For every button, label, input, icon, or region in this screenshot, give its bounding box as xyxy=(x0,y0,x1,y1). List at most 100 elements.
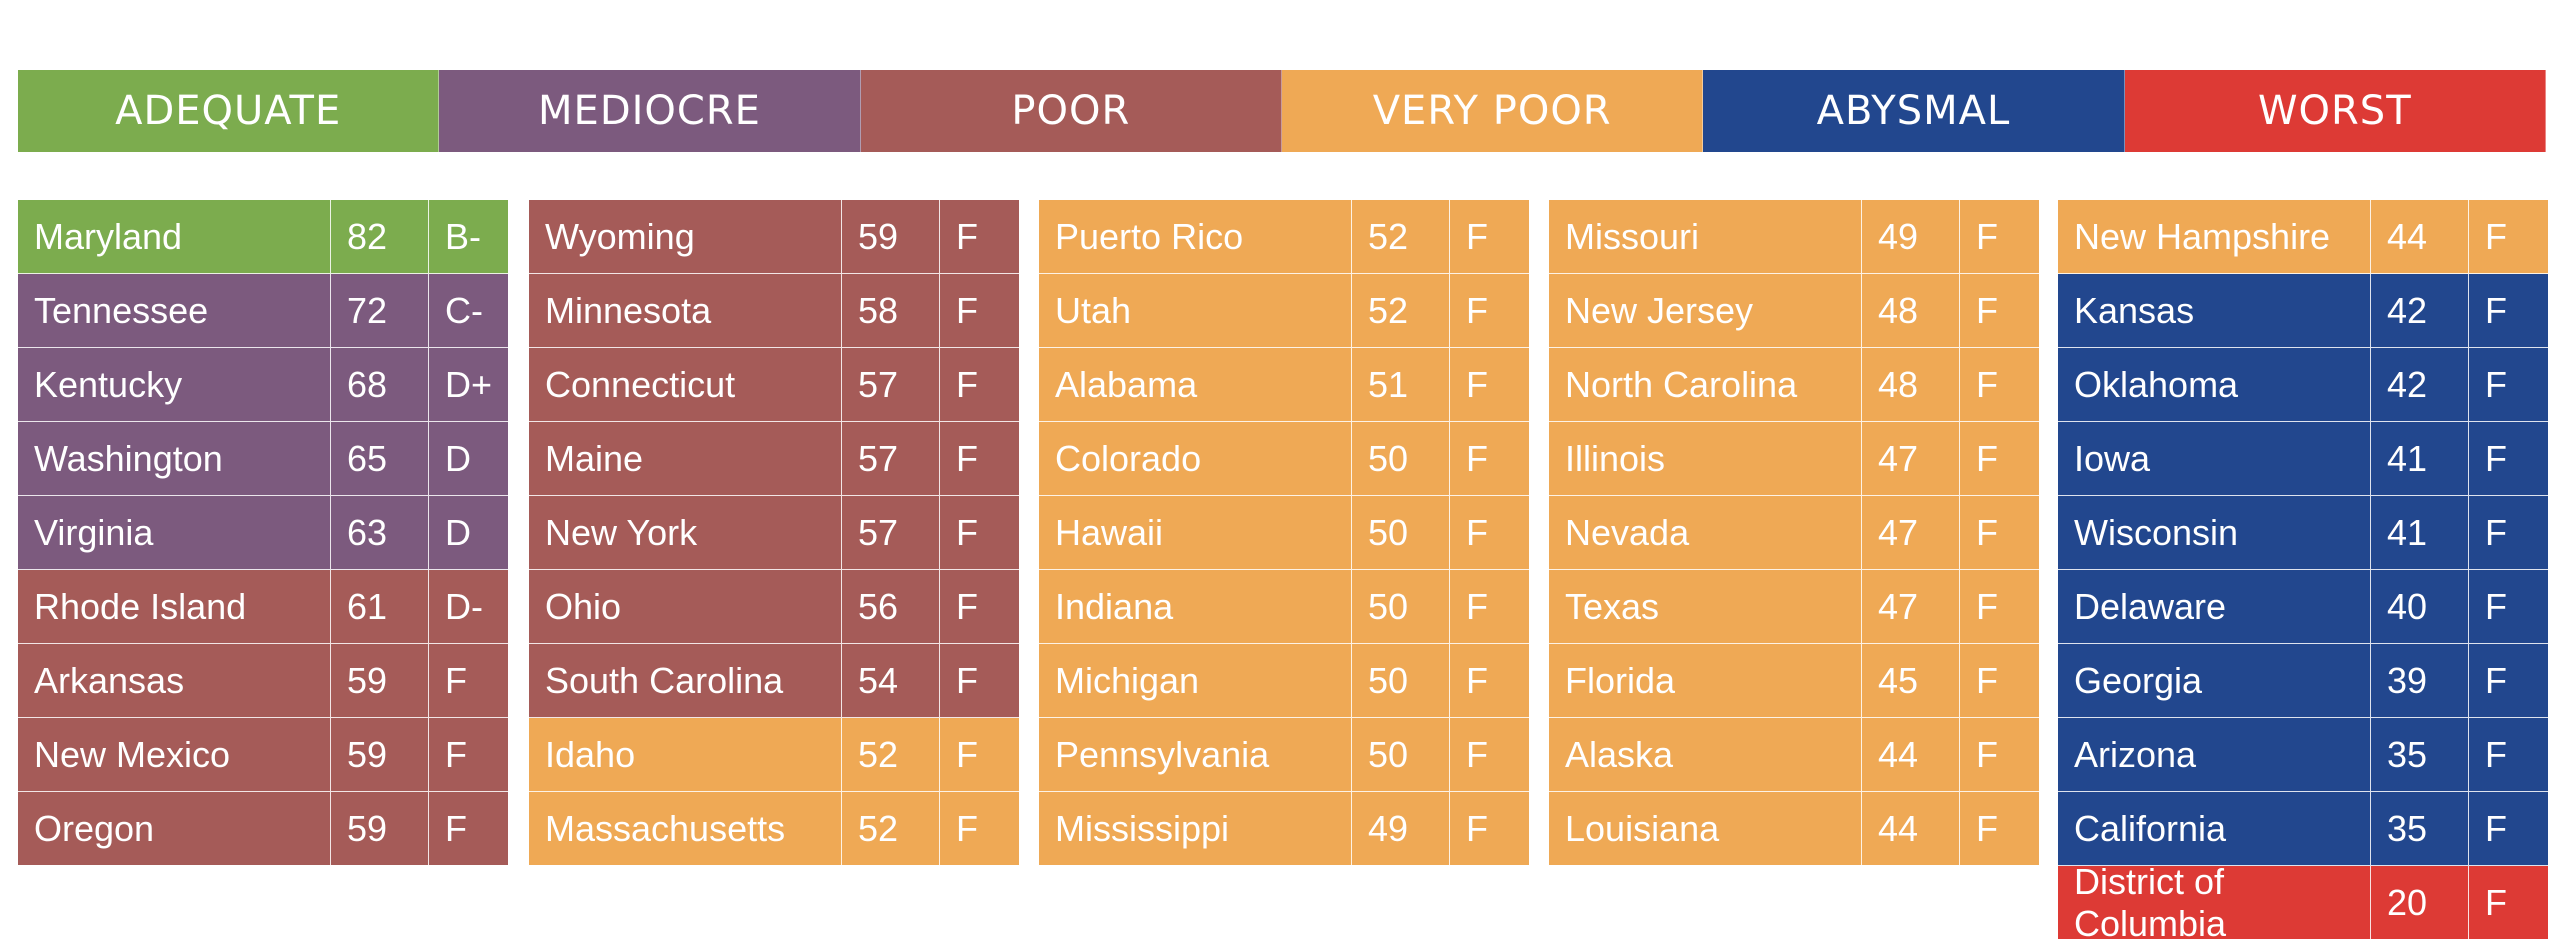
state-name: New York xyxy=(529,496,842,569)
state-name: Minnesota xyxy=(529,274,842,347)
state-grade: F xyxy=(2485,437,2507,479)
table-row: Connecticut 57 F xyxy=(529,348,1019,422)
table-row: Missouri 49 F xyxy=(1549,200,2039,274)
state-grade: F xyxy=(956,363,978,405)
state-grade: F xyxy=(1976,511,1998,553)
table-row: Rhode Island 61 D- xyxy=(18,570,508,644)
table-row: California 35 F xyxy=(2058,792,2548,866)
state-name: Connecticut xyxy=(529,348,842,421)
state-grade: C- xyxy=(445,289,483,331)
state-score: 42 xyxy=(2371,274,2469,347)
state-grade: F xyxy=(1976,807,1998,849)
state-grade: F xyxy=(1466,363,1488,405)
state-score: 50 xyxy=(1352,422,1450,495)
table-row: New Hampshire 44 F xyxy=(2058,200,2548,274)
state-score: 47 xyxy=(1862,496,1960,569)
table-row: Wisconsin 41 F xyxy=(2058,496,2548,570)
state-name: North Carolina xyxy=(1549,348,1862,421)
state-grade: F xyxy=(1466,289,1488,331)
table-row: Maine 57 F xyxy=(529,422,1019,496)
state-grade: F xyxy=(1466,807,1488,849)
table-row: Louisiana 44 F xyxy=(1549,792,2039,865)
state-name: Alabama xyxy=(1039,348,1352,421)
state-score: 59 xyxy=(331,644,429,717)
ranking-column-3: Puerto Rico 52 F Utah 52 F Alabama 51 F Colorado 5… xyxy=(1039,200,1529,865)
state-grade: F xyxy=(1466,215,1488,257)
state-name: Mississippi xyxy=(1039,792,1352,865)
table-row: Texas 47 F xyxy=(1549,570,2039,644)
state-name: Illinois xyxy=(1549,422,1862,495)
state-score: 41 xyxy=(2371,422,2469,495)
state-name: Iowa xyxy=(2058,422,2371,495)
state-score: 45 xyxy=(1862,644,1960,717)
state-grade: F xyxy=(1466,437,1488,479)
table-row: Kentucky 68 D+ xyxy=(18,348,508,422)
table-row: Florida 45 F xyxy=(1549,644,2039,718)
state-score: 35 xyxy=(2371,792,2469,865)
state-grade: F xyxy=(1976,659,1998,701)
table-row: Georgia 39 F xyxy=(2058,644,2548,718)
table-row: Oregon 59 F xyxy=(18,792,508,865)
state-grade: F xyxy=(2485,289,2507,331)
state-grade: F xyxy=(445,733,467,775)
state-name: California xyxy=(2058,792,2371,865)
legend-mediocre: MEDIOCRE xyxy=(439,70,861,152)
state-score: 52 xyxy=(1352,200,1450,273)
state-grade: F xyxy=(445,807,467,849)
state-grade: F xyxy=(956,585,978,627)
state-grade: F xyxy=(1976,363,1998,405)
state-grade: F xyxy=(956,215,978,257)
state-score: 44 xyxy=(1862,718,1960,791)
state-score: 44 xyxy=(1862,792,1960,865)
state-score: 50 xyxy=(1352,644,1450,717)
legend-abysmal: ABYSMAL xyxy=(1703,70,2125,152)
ranking-column-4: Missouri 49 F New Jersey 48 F North Carolina 48… xyxy=(1549,200,2039,865)
table-row: North Carolina 48 F xyxy=(1549,348,2039,422)
state-grade: F xyxy=(1466,511,1488,553)
state-grade: F xyxy=(2485,363,2507,405)
state-name: Kansas xyxy=(2058,274,2371,347)
state-score: 48 xyxy=(1862,274,1960,347)
table-row: Colorado 50 F xyxy=(1039,422,1529,496)
state-grade: D- xyxy=(445,585,483,627)
state-name: Hawaii xyxy=(1039,496,1352,569)
state-name: Louisiana xyxy=(1549,792,1862,865)
state-score: 56 xyxy=(842,570,940,643)
state-score: 20 xyxy=(2371,866,2469,939)
state-score: 59 xyxy=(331,718,429,791)
state-name: Wisconsin xyxy=(2058,496,2371,569)
state-score: 52 xyxy=(1352,274,1450,347)
table-row: Michigan 50 F xyxy=(1039,644,1529,718)
table-row: Delaware 40 F xyxy=(2058,570,2548,644)
table-row: Ohio 56 F xyxy=(529,570,1019,644)
table-row: Hawaii 50 F xyxy=(1039,496,1529,570)
state-score: 41 xyxy=(2371,496,2469,569)
state-name: Missouri xyxy=(1549,200,1862,273)
state-name: Utah xyxy=(1039,274,1352,347)
state-grade: D xyxy=(445,511,471,553)
state-name: Washington xyxy=(18,422,331,495)
state-name: Oregon xyxy=(18,792,331,865)
state-grade: F xyxy=(1466,659,1488,701)
state-score: 52 xyxy=(842,792,940,865)
table-row: Washington 65 D xyxy=(18,422,508,496)
state-grade: F xyxy=(1976,289,1998,331)
state-grade: F xyxy=(1976,585,1998,627)
state-name: Tennessee xyxy=(18,274,331,347)
state-name: Puerto Rico xyxy=(1039,200,1352,273)
state-score: 47 xyxy=(1862,422,1960,495)
state-grade: F xyxy=(1976,437,1998,479)
state-grade: F xyxy=(1976,215,1998,257)
table-row: Iowa 41 F xyxy=(2058,422,2548,496)
table-row: New Jersey 48 F xyxy=(1549,274,2039,348)
table-row: Tennessee 72 C- xyxy=(18,274,508,348)
state-grade: F xyxy=(2485,215,2507,257)
state-score: 57 xyxy=(842,422,940,495)
state-grade: F xyxy=(2485,807,2507,849)
state-score: 49 xyxy=(1352,792,1450,865)
state-name: South Carolina xyxy=(529,644,842,717)
state-score: 52 xyxy=(842,718,940,791)
state-score: 57 xyxy=(842,496,940,569)
table-row: Illinois 47 F xyxy=(1549,422,2039,496)
state-name: Kentucky xyxy=(18,348,331,421)
